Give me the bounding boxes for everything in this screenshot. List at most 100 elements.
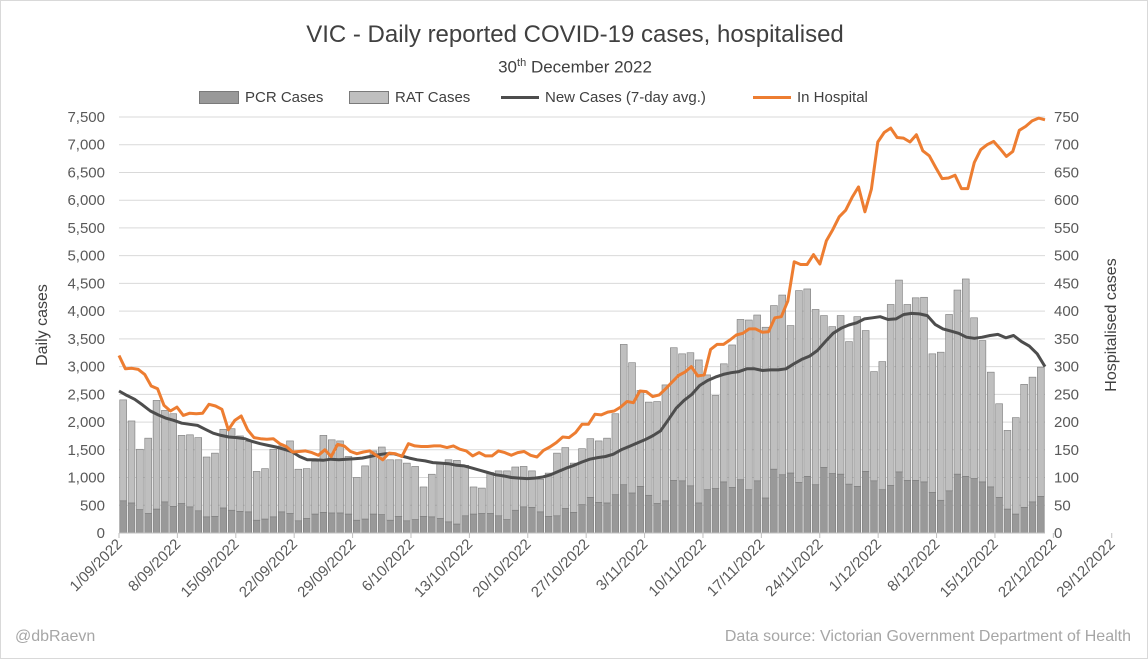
rat-bar [970, 317, 978, 479]
pcr-bar [895, 471, 903, 534]
rat-bar [711, 395, 720, 489]
rat-bar [803, 288, 811, 477]
pcr-bar [803, 476, 811, 534]
rat-bar [845, 341, 853, 485]
y2-tick-label: 100 [1054, 470, 1079, 487]
rat-bar [277, 445, 286, 513]
rat-bar [594, 440, 603, 503]
rat-bar [528, 470, 536, 508]
pcr-bar [645, 494, 653, 534]
rat-bar [186, 434, 194, 508]
y2-tick-label: 550 [1054, 220, 1079, 237]
pcr-bar [928, 492, 937, 534]
rat-bar [369, 450, 378, 515]
y-tick-label: 0 [97, 525, 105, 542]
x-tick-label: 17/11/2022 [704, 536, 768, 600]
pcr-bar [953, 473, 962, 534]
rat-bar [294, 468, 303, 522]
pcr-bar [236, 511, 244, 534]
pcr-bar [678, 480, 686, 534]
y2-tick-label: 600 [1054, 192, 1079, 209]
rat-bar [244, 441, 253, 513]
pcr-bar [277, 511, 286, 534]
rat-bar [836, 315, 845, 475]
pcr-bar [486, 513, 494, 534]
pcr-bar [761, 497, 770, 534]
pcr-bar [661, 500, 670, 534]
pcr-bar [269, 516, 278, 534]
x-tick-label: 15/12/2022 [937, 536, 1002, 601]
y2-tick-label: 400 [1054, 303, 1079, 320]
rat-bar [403, 462, 411, 522]
rat-bar [202, 456, 211, 518]
chart-subtitle: 30th December 2022 [1, 57, 1148, 78]
y-tick-label: 5,500 [67, 220, 105, 237]
rat-bar [461, 465, 469, 517]
legend-item-pcr: PCR Cases [199, 89, 323, 106]
pcr-bar [695, 502, 703, 534]
y2-tick-label: 650 [1054, 164, 1079, 181]
legend-swatch-rat [349, 91, 389, 104]
pcr-bar [227, 509, 236, 534]
pcr-bar [878, 489, 887, 534]
x-tick-label: 6/10/2022 [359, 536, 418, 595]
y-tick-label: 3,500 [67, 331, 105, 348]
rat-bar [177, 435, 186, 504]
pcr-bar [836, 473, 845, 534]
y-tick-label: 2,000 [67, 414, 105, 431]
pcr-bar [144, 513, 152, 534]
pcr-bar [903, 480, 912, 534]
y-tick-label: 5,000 [67, 248, 105, 265]
rat-bar [619, 344, 628, 486]
rat-bar [536, 478, 545, 513]
pcr-bar [970, 478, 978, 534]
subtitle-day-suffix: th [517, 57, 527, 69]
pcr-bar [686, 485, 695, 534]
pcr-bar [469, 513, 478, 534]
pcr-bar [1020, 507, 1028, 534]
pcr-bar [461, 515, 469, 534]
pcr-bar [1012, 513, 1020, 534]
y-tick-label: 2,500 [67, 386, 105, 403]
rat-bar [569, 462, 578, 513]
x-tick-label: 27/10/2022 [528, 536, 593, 601]
pcr-bar [578, 504, 586, 534]
pcr-bar [419, 516, 428, 534]
rat-bar [878, 361, 887, 491]
rat-bar [144, 437, 152, 514]
rat-bar [1020, 384, 1028, 508]
pcr-bar [853, 486, 862, 534]
rat-bar [811, 309, 820, 486]
pcr-bar [478, 513, 486, 534]
pcr-bar [202, 516, 211, 534]
rat-bar [511, 466, 519, 511]
rat-bar [344, 456, 353, 515]
rat-bar [861, 330, 870, 472]
rat-bar [661, 384, 670, 502]
rat-bar [361, 465, 369, 520]
pcr-bar [603, 502, 611, 534]
rat-bar [586, 438, 595, 498]
x-tick-label: 3/11/2022 [593, 536, 651, 594]
x-tick-label: 1/09/2022 [67, 536, 126, 595]
pcr-bar [261, 518, 269, 534]
x-tick-label: 8/12/2022 [884, 536, 943, 595]
y-tick-label: 7,000 [67, 137, 105, 154]
legend-label-pcr: PCR Cases [245, 89, 324, 106]
rat-bar [695, 359, 703, 504]
pcr-bar [177, 503, 186, 534]
x-tick-label: 22/09/2022 [236, 536, 301, 601]
rat-bar [453, 460, 461, 525]
rat-bar [519, 466, 528, 508]
pcr-bar [886, 484, 895, 534]
legend-item-rat: RAT Cases [349, 89, 470, 106]
legend-swatch-hospital [753, 96, 791, 99]
pcr-bar [311, 513, 319, 534]
pcr-bar [569, 512, 578, 534]
pcr-bar [152, 508, 161, 534]
x-tick-label: 8/09/2022 [125, 536, 184, 595]
rat-bar [319, 435, 328, 513]
rat-bar [978, 340, 987, 483]
rat-bar [636, 390, 645, 487]
